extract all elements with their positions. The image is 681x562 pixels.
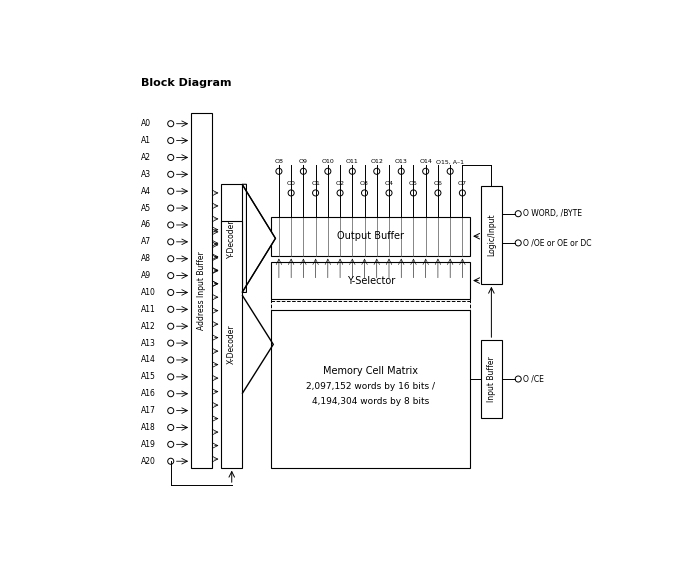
Text: O10: O10 [321,159,334,164]
Text: A2: A2 [141,153,151,162]
Text: O15, A–1: O15, A–1 [436,159,464,164]
Text: O4: O4 [385,181,394,186]
Bar [271,262,470,299]
Text: A5: A5 [141,203,151,212]
Text: Block Diagram: Block Diagram [141,78,232,88]
Text: A18: A18 [141,423,156,432]
Text: A4: A4 [141,187,151,196]
Text: O11: O11 [346,159,359,164]
Text: O1: O1 [311,181,320,186]
Bar [191,113,212,468]
Text: O5: O5 [409,181,418,186]
Text: A14: A14 [141,356,156,365]
Text: A6: A6 [141,220,151,229]
Text: O7: O7 [458,181,467,186]
Text: X-Decoder: X-Decoder [227,325,236,364]
Text: O14: O14 [419,159,432,164]
Text: O /CE: O /CE [524,374,544,383]
Bar [221,221,242,468]
Text: A9: A9 [141,271,151,280]
Text: A20: A20 [141,457,156,466]
Text: O /OE or OE or DC: O /OE or OE or DC [524,238,592,247]
Text: A15: A15 [141,373,156,382]
Text: 2,097,152 words by 16 bits /: 2,097,152 words by 16 bits / [306,382,435,391]
Text: O3: O3 [360,181,369,186]
Text: A8: A8 [141,254,151,263]
Text: A10: A10 [141,288,156,297]
Bar [481,187,502,284]
Text: Y-Selector: Y-Selector [347,275,395,285]
Text: O12: O12 [370,159,383,164]
Text: A19: A19 [141,440,156,449]
Text: O6: O6 [434,181,443,186]
Text: A17: A17 [141,406,156,415]
Text: A7: A7 [141,237,151,246]
Text: A11: A11 [141,305,156,314]
Text: O9: O9 [299,159,308,164]
Text: A16: A16 [141,389,156,398]
Text: A0: A0 [141,119,151,128]
Polygon shape [242,184,275,292]
Bar [271,310,470,468]
Text: Y-Decoder: Y-Decoder [227,219,236,257]
Text: O2: O2 [336,181,345,186]
Text: A13: A13 [141,338,156,347]
Text: Address Input Buffer: Address Input Buffer [197,251,206,330]
Text: A3: A3 [141,170,151,179]
Text: O WORD, /BYTE: O WORD, /BYTE [524,209,582,218]
Text: Input Buffer: Input Buffer [487,356,496,402]
Text: O8: O8 [274,159,283,164]
Bar [481,340,502,418]
Text: Memory Cell Matrix: Memory Cell Matrix [323,366,418,377]
Text: A1: A1 [141,136,151,145]
Bar [271,217,470,256]
Text: A12: A12 [141,321,156,330]
Text: 4,194,304 words by 8 bits: 4,194,304 words by 8 bits [312,397,429,406]
Text: Logic/Input: Logic/Input [487,214,496,256]
Text: O0: O0 [287,181,296,186]
Bar [221,184,242,292]
Text: Output Buffer: Output Buffer [337,231,404,241]
Text: O13: O13 [395,159,408,164]
